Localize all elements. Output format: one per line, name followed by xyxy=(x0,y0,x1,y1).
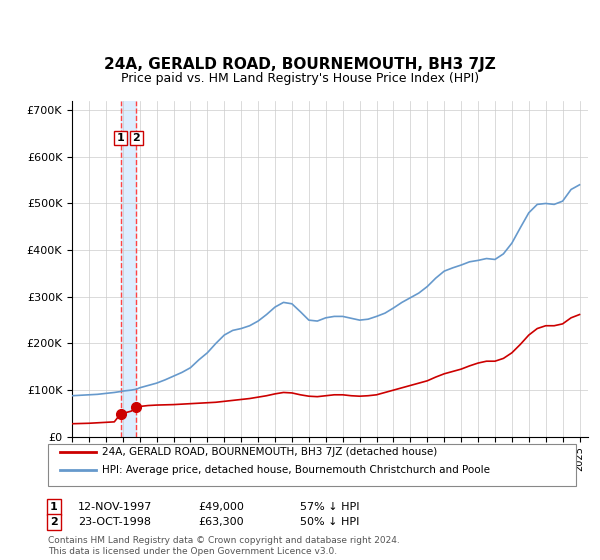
Text: 2: 2 xyxy=(50,517,58,527)
Text: 1: 1 xyxy=(116,133,124,143)
Text: HPI: Average price, detached house, Bournemouth Christchurch and Poole: HPI: Average price, detached house, Bour… xyxy=(102,465,490,475)
Text: 24A, GERALD ROAD, BOURNEMOUTH, BH3 7JZ (detached house): 24A, GERALD ROAD, BOURNEMOUTH, BH3 7JZ (… xyxy=(102,447,437,457)
Text: Contains HM Land Registry data © Crown copyright and database right 2024.
This d: Contains HM Land Registry data © Crown c… xyxy=(48,536,400,556)
Text: Price paid vs. HM Land Registry's House Price Index (HPI): Price paid vs. HM Land Registry's House … xyxy=(121,72,479,85)
Text: 24A, GERALD ROAD, BOURNEMOUTH, BH3 7JZ: 24A, GERALD ROAD, BOURNEMOUTH, BH3 7JZ xyxy=(104,57,496,72)
Text: £63,300: £63,300 xyxy=(198,517,244,527)
Text: 57% ↓ HPI: 57% ↓ HPI xyxy=(300,502,359,512)
Text: 50% ↓ HPI: 50% ↓ HPI xyxy=(300,517,359,527)
Text: 23-OCT-1998: 23-OCT-1998 xyxy=(78,517,151,527)
Bar xyxy=(121,101,136,437)
Text: 12-NOV-1997: 12-NOV-1997 xyxy=(78,502,152,512)
Text: 1: 1 xyxy=(50,502,58,512)
Text: 2: 2 xyxy=(133,133,140,143)
Text: £49,000: £49,000 xyxy=(198,502,244,512)
